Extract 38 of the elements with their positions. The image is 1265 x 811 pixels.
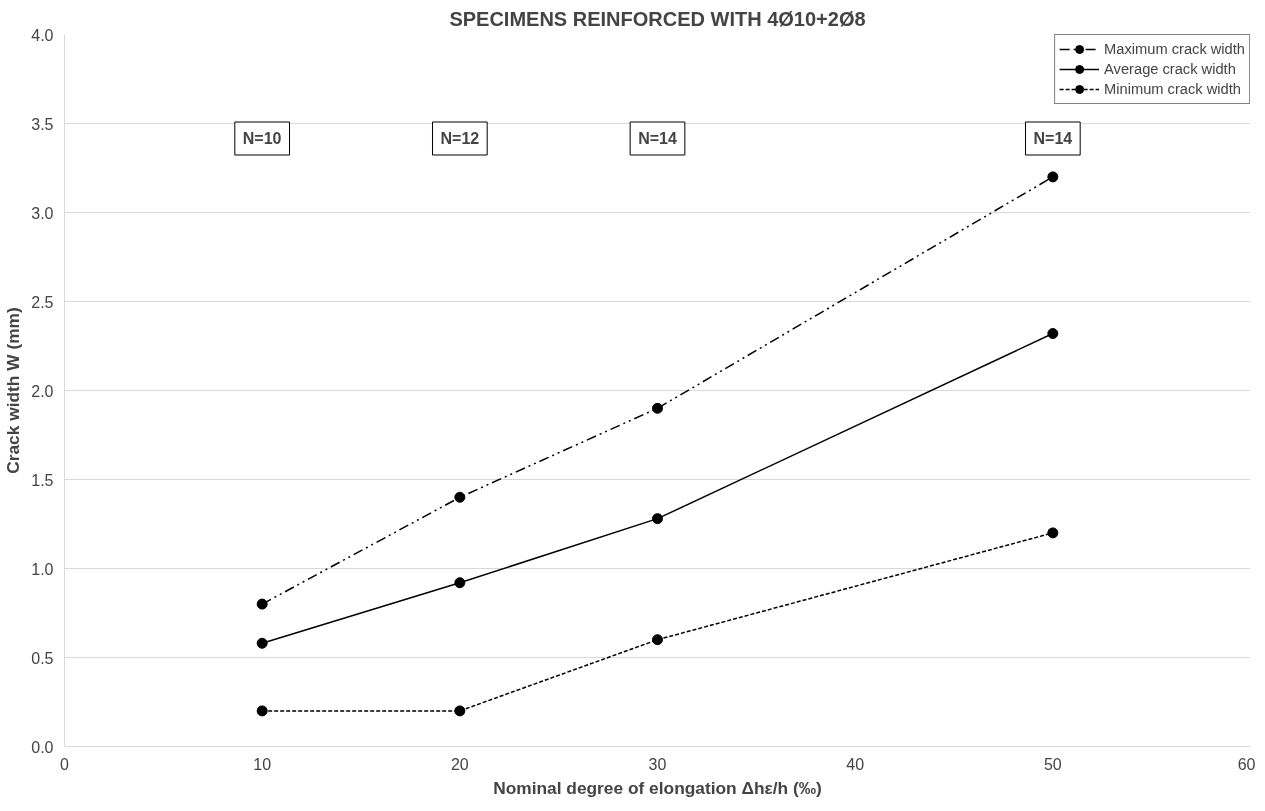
x-tick-label: 20 — [450, 755, 469, 773]
y-tick-label: 0.5 — [31, 649, 54, 667]
point — [652, 634, 663, 646]
x-tick-label: 50 — [1043, 755, 1062, 773]
point — [256, 637, 268, 649]
point — [454, 705, 466, 717]
x-tick-label: 30 — [648, 755, 667, 773]
y-axis-title: Crack width W (mm) — [3, 307, 24, 474]
y-tick-label: 1.0 — [31, 560, 54, 578]
annotation: N=10 — [242, 130, 282, 147]
y-tick-label: 4.0 — [31, 26, 54, 44]
annotation: N=14 — [1033, 130, 1073, 147]
y-tick-label: 3.0 — [31, 204, 54, 222]
legend-label: Maximum crack width — [1104, 41, 1245, 57]
x-tick-label: 60 — [1237, 755, 1256, 773]
y-tick-label: 0.0 — [31, 738, 54, 756]
chart-title: SPECIMENS REINFORCED WITH 4Ø10+2Ø8 — [449, 7, 866, 30]
y-tick-label: 3.5 — [31, 115, 54, 133]
point — [1047, 171, 1059, 183]
point — [454, 491, 466, 503]
x-tick-label: 10 — [253, 755, 272, 773]
point — [1047, 527, 1059, 539]
x-axis-title: Nominal degree of elongation Δhε/h (‰) — [493, 777, 822, 798]
legend-label: Average crack width — [1104, 61, 1236, 77]
y-tick-label: 2.0 — [31, 382, 54, 400]
point — [454, 577, 466, 589]
point — [652, 402, 663, 414]
y-tick-label: 2.5 — [31, 293, 54, 311]
point — [1047, 328, 1059, 340]
point — [652, 513, 663, 525]
x-tick-label: 40 — [846, 755, 865, 773]
point — [256, 598, 268, 610]
y-tick-label: 1.5 — [31, 471, 54, 489]
annotation: N=12 — [440, 130, 480, 147]
x-tick-label: 0 — [60, 755, 70, 773]
point — [256, 705, 268, 717]
legend-label: Minimum crack width — [1104, 81, 1241, 97]
annotation: N=14 — [638, 130, 677, 147]
